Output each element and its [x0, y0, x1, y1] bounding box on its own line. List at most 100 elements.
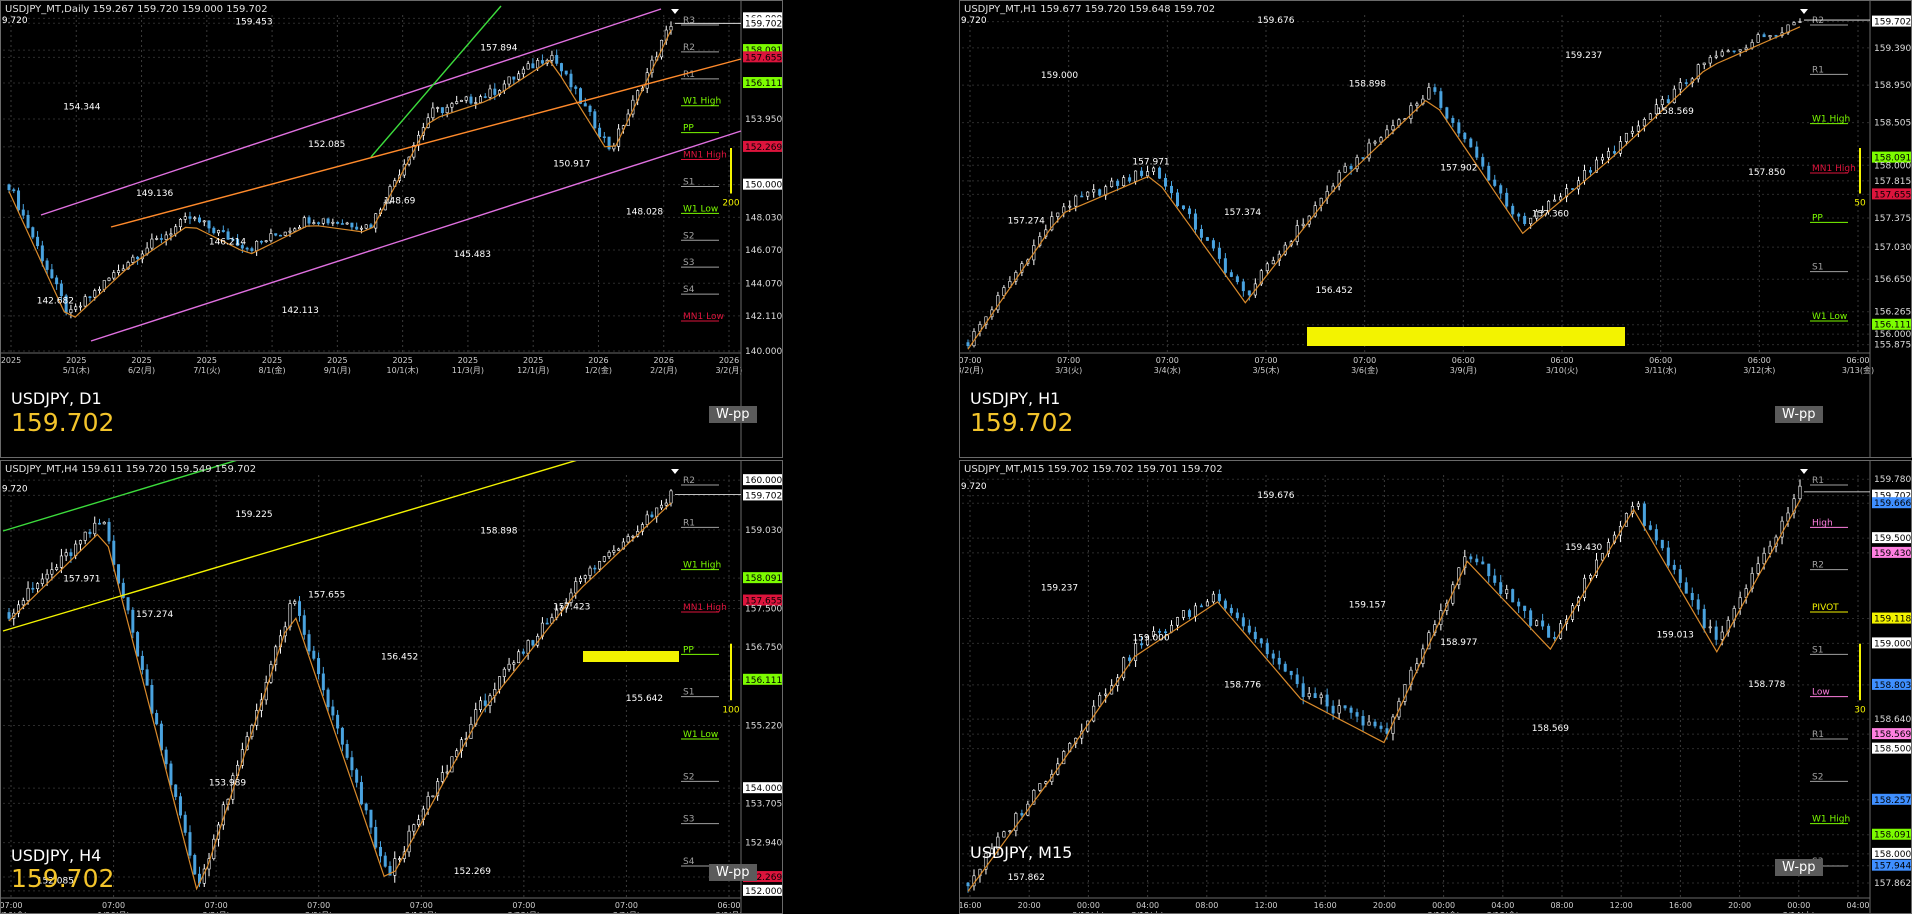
- swing-price-annotation: 159.430: [1565, 543, 1602, 553]
- candle-body: [78, 305, 82, 308]
- time-tick-label: 2025: [66, 356, 86, 365]
- price-tick-label: 156.000: [1874, 330, 1911, 340]
- candle-body: [7, 612, 11, 619]
- candle-body: [1798, 21, 1802, 23]
- price-tick-label: 148.030: [745, 213, 782, 223]
- candle-body: [483, 96, 487, 98]
- time-tick-label: 04:00: [1136, 901, 1159, 910]
- candle-body: [1672, 564, 1676, 570]
- candle-body: [1583, 170, 1587, 182]
- price-tag-bg: [1872, 742, 1911, 754]
- candle-body: [69, 309, 73, 313]
- w-pp-button[interactable]: W-pp: [1775, 406, 1823, 423]
- candle-body: [512, 662, 516, 665]
- pivot-level-label: S1: [683, 177, 694, 187]
- candle-body: [1110, 180, 1114, 188]
- candle-body: [374, 826, 378, 848]
- candle-body: [1720, 631, 1724, 640]
- candle-body: [1122, 657, 1126, 679]
- candle-body: [469, 96, 473, 104]
- candle-body: [1241, 281, 1245, 292]
- candle-body: [1175, 192, 1179, 207]
- swing-price-annotation: 159.676: [1257, 491, 1294, 501]
- price-tick-label: 155.220: [745, 722, 782, 732]
- candle-body: [431, 107, 435, 119]
- candle-body: [340, 727, 344, 745]
- swing-price-annotation: 158.776: [1224, 681, 1261, 691]
- candle-body: [583, 575, 587, 579]
- candle-body: [1355, 712, 1359, 717]
- time-tick-label: 3/2(月): [613, 911, 640, 914]
- price-chart-h1[interactable]: 07:003/2(月)07:003/3(火)07:003/4(水)07:003/…: [960, 1, 1912, 458]
- candle-body: [1379, 725, 1383, 729]
- candle-body: [1373, 721, 1377, 727]
- price-chart-h4[interactable]: 07:001/16(金)07:001/26(月)07:002/2(月)07:00…: [1, 461, 783, 914]
- candle-body: [517, 651, 521, 664]
- time-tick-label: 7/1(火): [193, 366, 220, 375]
- candle-body: [626, 536, 630, 543]
- symbol-label: USDJPY, H4: [11, 846, 102, 865]
- candle-body: [1146, 636, 1150, 646]
- candle-body: [307, 217, 311, 224]
- price-tick-label: 160.000: [745, 476, 782, 486]
- pivot-level-label: R2: [1812, 561, 1824, 571]
- candle-body: [1600, 157, 1604, 161]
- trend-line: [370, 5, 502, 158]
- candle-body: [1744, 47, 1748, 50]
- price-tick-label: 152.269: [745, 873, 782, 883]
- price-tick-label: 157.815: [1874, 177, 1911, 187]
- candle-body: [1732, 50, 1736, 53]
- pivot-level-label: W1 High: [1812, 815, 1850, 825]
- candle-body: [1660, 99, 1664, 105]
- candle-body: [107, 277, 111, 281]
- candle-body: [1499, 185, 1503, 194]
- candle-body: [1541, 620, 1545, 627]
- candle-body: [1116, 180, 1120, 186]
- w-pp-button[interactable]: W-pp: [709, 864, 757, 881]
- candle-body: [664, 502, 668, 506]
- candle-body: [1343, 705, 1347, 709]
- candle-body: [1511, 205, 1515, 215]
- w-pp-button[interactable]: W-pp: [1775, 859, 1823, 876]
- time-tick-label: 8/1(金): [259, 365, 286, 375]
- price-chart-m15[interactable]: 16:0020:0000:003/12(木)04:003/12(木)08:001…: [960, 461, 1912, 914]
- w-pp-button[interactable]: W-pp: [709, 406, 757, 423]
- swing-price-annotation: 159.453: [235, 17, 272, 27]
- price-tick-label: 142.110: [745, 312, 782, 322]
- candle-body: [588, 105, 592, 112]
- pivot-level-label: R1: [683, 518, 695, 528]
- candle-body: [64, 552, 68, 557]
- candle-body: [1187, 208, 1191, 215]
- candle-body: [1181, 205, 1185, 210]
- time-tick-label: 3/11(水): [1645, 365, 1677, 375]
- price-tick-label: 159.390: [1874, 44, 1911, 54]
- candle-body: [1223, 600, 1227, 609]
- candle-body: [1505, 589, 1509, 594]
- candle-body: [131, 256, 135, 263]
- candle-body: [50, 569, 54, 575]
- candle-body: [31, 587, 35, 590]
- chart-panel-h4[interactable]: 07:001/16(金)07:001/26(月)07:002/2(月)07:00…: [0, 460, 783, 914]
- price-tick-label: 159.030: [745, 526, 782, 536]
- candle-body: [1295, 225, 1299, 242]
- candle-body: [1385, 728, 1389, 734]
- candle-body: [121, 268, 125, 271]
- chart-panel-d1[interactable]: 2025 2025 5/1(木) 2025 6/2(月) 2025 7/1(火) 2025 8/…: [0, 0, 783, 458]
- candle-body: [1594, 559, 1598, 576]
- price-tick-label: 157.500: [745, 604, 782, 614]
- candle-body: [607, 136, 611, 150]
- candle-body: [126, 262, 130, 270]
- candle-body: [255, 240, 259, 251]
- candle-body: [355, 226, 359, 230]
- candle-body: [1020, 813, 1024, 816]
- candle-body: [1211, 240, 1215, 249]
- candle-body: [1666, 547, 1670, 566]
- price-chart-d1[interactable]: 2025 20255/1(木)20256/2(月)20257/1(火)20258/…: [1, 1, 783, 458]
- chart-panel-m15[interactable]: 16:0020:0000:003/12(木)04:003/12(木)08:001…: [959, 460, 1912, 914]
- candle-body: [1505, 192, 1509, 207]
- chart-panel-h1[interactable]: 07:003/2(月)07:003/3(火)07:003/4(水)07:003/…: [959, 0, 1912, 458]
- candle-body: [1307, 693, 1311, 697]
- candle-body: [1762, 34, 1766, 38]
- candle-body: [74, 543, 78, 556]
- candle-body: [145, 669, 149, 686]
